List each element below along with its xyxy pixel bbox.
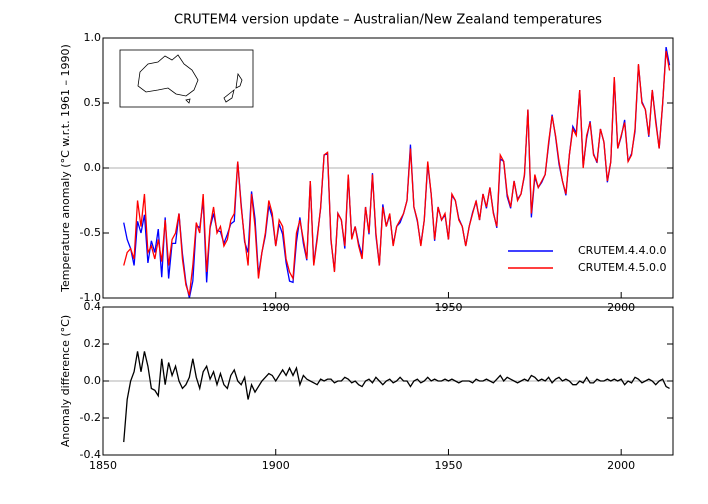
y-tick-label: 0.2 — [84, 337, 102, 350]
chart-title: CRUTEM4 version update – Australian/New … — [174, 13, 602, 28]
y-axis-label: Temperature anomaly (°C w.r.t. 1961 – 19… — [59, 44, 72, 293]
y-axis-label: Anomaly difference (°C) — [59, 315, 72, 447]
legend-label: CRUTEM.4.5.0.0 — [578, 261, 667, 274]
y-tick-label: 1.0 — [84, 31, 102, 44]
x-tick-label: 1950 — [434, 459, 462, 472]
series-line — [123, 50, 671, 296]
y-tick-label: -1.0 — [80, 291, 101, 304]
y-tick-label: 0.0 — [84, 161, 102, 174]
y-tick-label: 0.4 — [84, 300, 102, 313]
legend-label: CRUTEM.4.4.0.0 — [578, 244, 667, 257]
map-inset — [119, 49, 254, 108]
y-tick-label: 0.0 — [84, 374, 102, 387]
series-line — [123, 351, 670, 443]
plot-frame — [102, 306, 674, 456]
y-tick-label: -0.5 — [80, 226, 101, 239]
plot-frame — [102, 37, 674, 299]
y-tick-label: -0.2 — [80, 411, 101, 424]
y-tick-label: 0.5 — [84, 96, 102, 109]
x-tick-label: 1850 — [89, 459, 117, 472]
y-tick-label: -0.4 — [80, 448, 101, 461]
x-tick-label: 1900 — [262, 459, 290, 472]
x-tick-label: 2000 — [607, 459, 635, 472]
